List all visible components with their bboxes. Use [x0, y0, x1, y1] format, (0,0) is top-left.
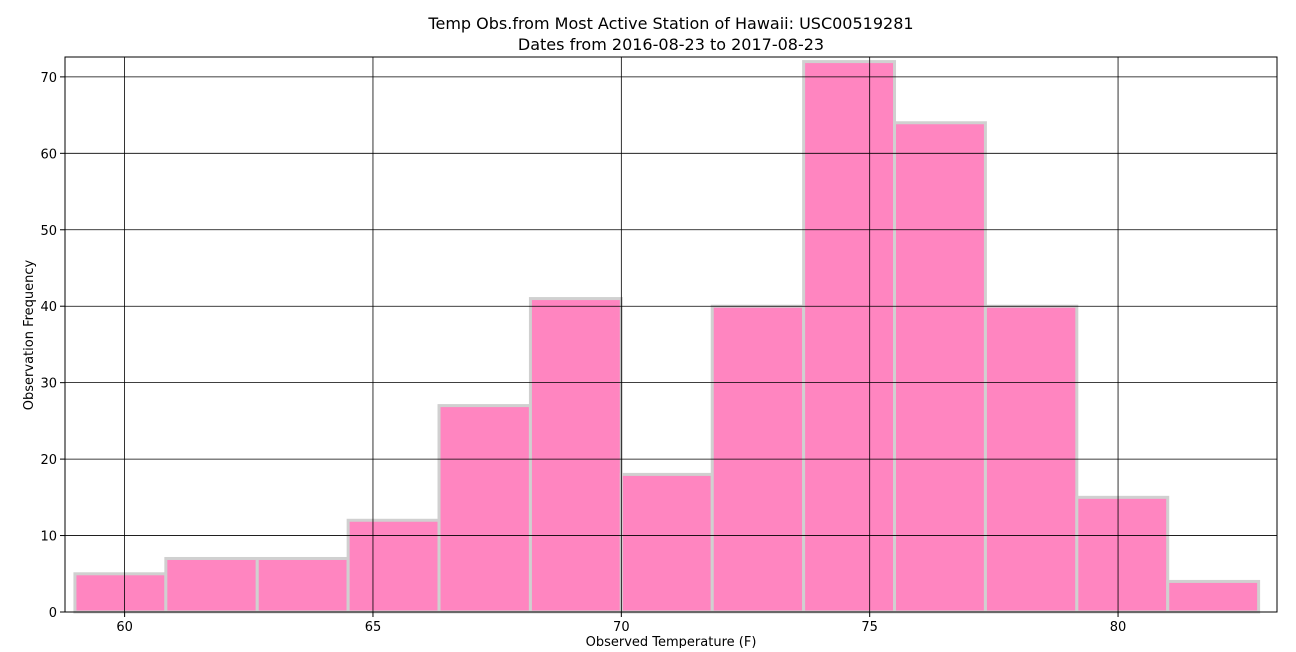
x-tick-label: 75 [861, 620, 878, 635]
x-tick-label: 80 [1110, 620, 1127, 635]
plot-area-frame [64, 56, 1278, 613]
histogram-bar [1075, 495, 1170, 614]
histogram-bar [346, 518, 441, 614]
histogram-bar [73, 572, 168, 614]
histogram-bar [619, 472, 714, 614]
y-tick-label: 70 [40, 71, 57, 86]
x-tick-label: 60 [116, 620, 133, 635]
histogram-bar [1166, 579, 1261, 614]
x-axis-label: Observed Temperature (F) [586, 635, 757, 648]
chart-subtitle: Dates from 2016-08-23 to 2017-08-23 [518, 35, 824, 54]
bars-layer [73, 60, 1261, 614]
y-tick-label: 50 [40, 224, 57, 239]
y-tick-label: 10 [40, 530, 57, 545]
x-tick-label: 70 [613, 620, 630, 635]
histogram-bar [528, 297, 623, 614]
ticks-layer: 60 65 70 75 80 0 10 20 30 40 50 60 70 [40, 71, 1126, 635]
y-tick-label: 20 [40, 453, 57, 468]
histogram-bar [255, 556, 350, 614]
histogram-bar [893, 121, 987, 614]
y-tick-label: 30 [40, 377, 57, 392]
histogram-bar [164, 556, 259, 614]
histogram-bar [802, 60, 897, 614]
y-tick-label: 40 [40, 300, 57, 315]
histogram-bar [437, 404, 532, 614]
x-tick-label: 65 [365, 620, 382, 635]
y-tick-label: 0 [49, 606, 57, 621]
y-axis-label: Observation Frequency [22, 259, 37, 410]
y-tick-label: 60 [40, 147, 57, 162]
chart-title: Temp Obs.from Most Active Station of Haw… [427, 14, 913, 33]
